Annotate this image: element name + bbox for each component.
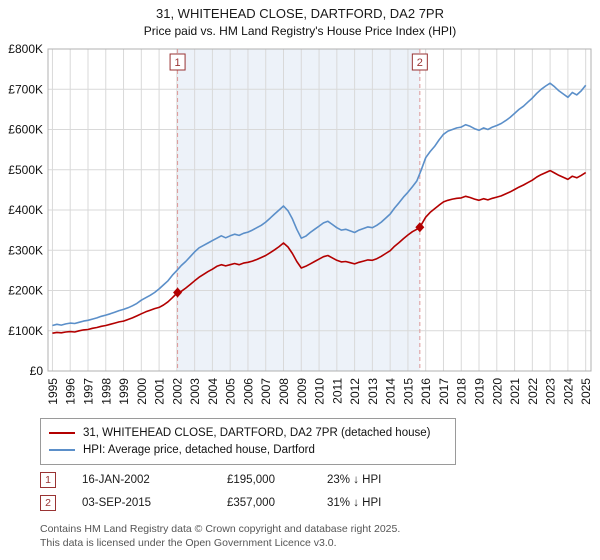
sale-2-date: 03-SEP-2015 <box>82 497 152 509</box>
svg-text:2: 2 <box>417 57 423 69</box>
blue-line-swatch <box>49 448 75 451</box>
sale-row-2: 2 03-SEP-2015 £357,000 31% ↓ HPI <box>40 495 600 511</box>
svg-text:1995: 1995 <box>46 378 60 405</box>
svg-text:2014: 2014 <box>384 378 398 405</box>
chart-area: £0 £100K £200K £300K £400K £500K £600K £700K £80… <box>0 40 600 414</box>
price-line-chart: £0 £100K £200K £300K £400K £500K £600K £700K £80… <box>8 42 593 405</box>
legend-label-property: 31, WHITEHEAD CLOSE, DARTFORD, DA2 7PR (… <box>83 426 431 439</box>
svg-text:1996: 1996 <box>64 378 78 405</box>
svg-text:£600K: £600K <box>8 123 43 137</box>
svg-text:2002: 2002 <box>170 378 184 405</box>
svg-text:2011: 2011 <box>330 378 344 404</box>
svg-text:1997: 1997 <box>81 378 95 405</box>
footer-line-1: Contains HM Land Registry data © Crown c… <box>40 523 401 535</box>
sale-1-marker-badge: 1 <box>40 472 56 488</box>
svg-text:£100K: £100K <box>8 324 43 338</box>
svg-text:2019: 2019 <box>473 378 487 405</box>
svg-text:2025: 2025 <box>579 378 593 405</box>
svg-text:2000: 2000 <box>135 378 149 405</box>
svg-text:2012: 2012 <box>348 378 362 405</box>
svg-text:2020: 2020 <box>490 378 504 405</box>
sale-2-marker-badge: 2 <box>40 495 56 511</box>
svg-text:2009: 2009 <box>295 378 309 405</box>
svg-text:2001: 2001 <box>153 378 167 405</box>
page-subtitle: Price paid vs. HM Land Registry's House … <box>143 24 457 38</box>
sale-2-hpi-delta: 31% ↓ HPI <box>327 497 382 509</box>
svg-text:£200K: £200K <box>8 284 43 298</box>
legend-label-hpi: HPI: Average price, detached house, Dart… <box>83 443 315 456</box>
sale-1-price: £195,000 <box>227 474 275 486</box>
svg-text:2022: 2022 <box>526 378 540 405</box>
red-line-swatch <box>49 431 75 434</box>
sale-1-date: 16-JAN-2002 <box>82 474 150 486</box>
svg-text:2007: 2007 <box>259 378 273 405</box>
svg-text:2023: 2023 <box>544 378 558 405</box>
svg-text:£800K: £800K <box>8 42 43 56</box>
svg-text:£0: £0 <box>30 364 44 378</box>
svg-text:2006: 2006 <box>241 378 255 405</box>
svg-text:£400K: £400K <box>8 203 43 217</box>
chart-legend: 31, WHITEHEAD CLOSE, DARTFORD, DA2 7PR (… <box>40 418 456 465</box>
svg-text:1998: 1998 <box>99 378 113 405</box>
svg-text:2024: 2024 <box>561 378 575 405</box>
svg-text:£500K: £500K <box>8 163 43 177</box>
svg-text:2017: 2017 <box>437 378 451 405</box>
legend-item-hpi: HPI: Average price, detached house, Dart… <box>49 441 447 458</box>
svg-text:2003: 2003 <box>188 378 202 405</box>
svg-text:2013: 2013 <box>366 378 380 405</box>
svg-text:1: 1 <box>175 57 181 69</box>
sale-2-price: £357,000 <box>227 497 275 509</box>
svg-text:£300K: £300K <box>8 243 43 257</box>
sale-1-hpi-delta: 23% ↓ HPI <box>327 474 382 486</box>
svg-text:1999: 1999 <box>117 378 131 405</box>
svg-text:2010: 2010 <box>313 378 327 405</box>
license-footer: Contains HM Land Registry data © Crown c… <box>40 523 600 550</box>
page-title: 31, WHITEHEAD CLOSE, DARTFORD, DA2 7PR <box>156 6 444 21</box>
svg-text:2016: 2016 <box>419 378 433 405</box>
svg-text:2008: 2008 <box>277 378 291 405</box>
svg-text:2015: 2015 <box>401 378 415 405</box>
svg-text:2021: 2021 <box>508 378 522 405</box>
legend-item-property: 31, WHITEHEAD CLOSE, DARTFORD, DA2 7PR (… <box>49 424 447 441</box>
svg-text:2018: 2018 <box>455 378 469 405</box>
svg-text:£700K: £700K <box>8 82 43 96</box>
sale-row-1: 1 16-JAN-2002 £195,000 23% ↓ HPI <box>40 472 600 488</box>
svg-text:2005: 2005 <box>224 378 238 405</box>
footer-line-2: This data is licensed under the Open Gov… <box>40 536 337 549</box>
svg-text:2004: 2004 <box>206 378 220 405</box>
